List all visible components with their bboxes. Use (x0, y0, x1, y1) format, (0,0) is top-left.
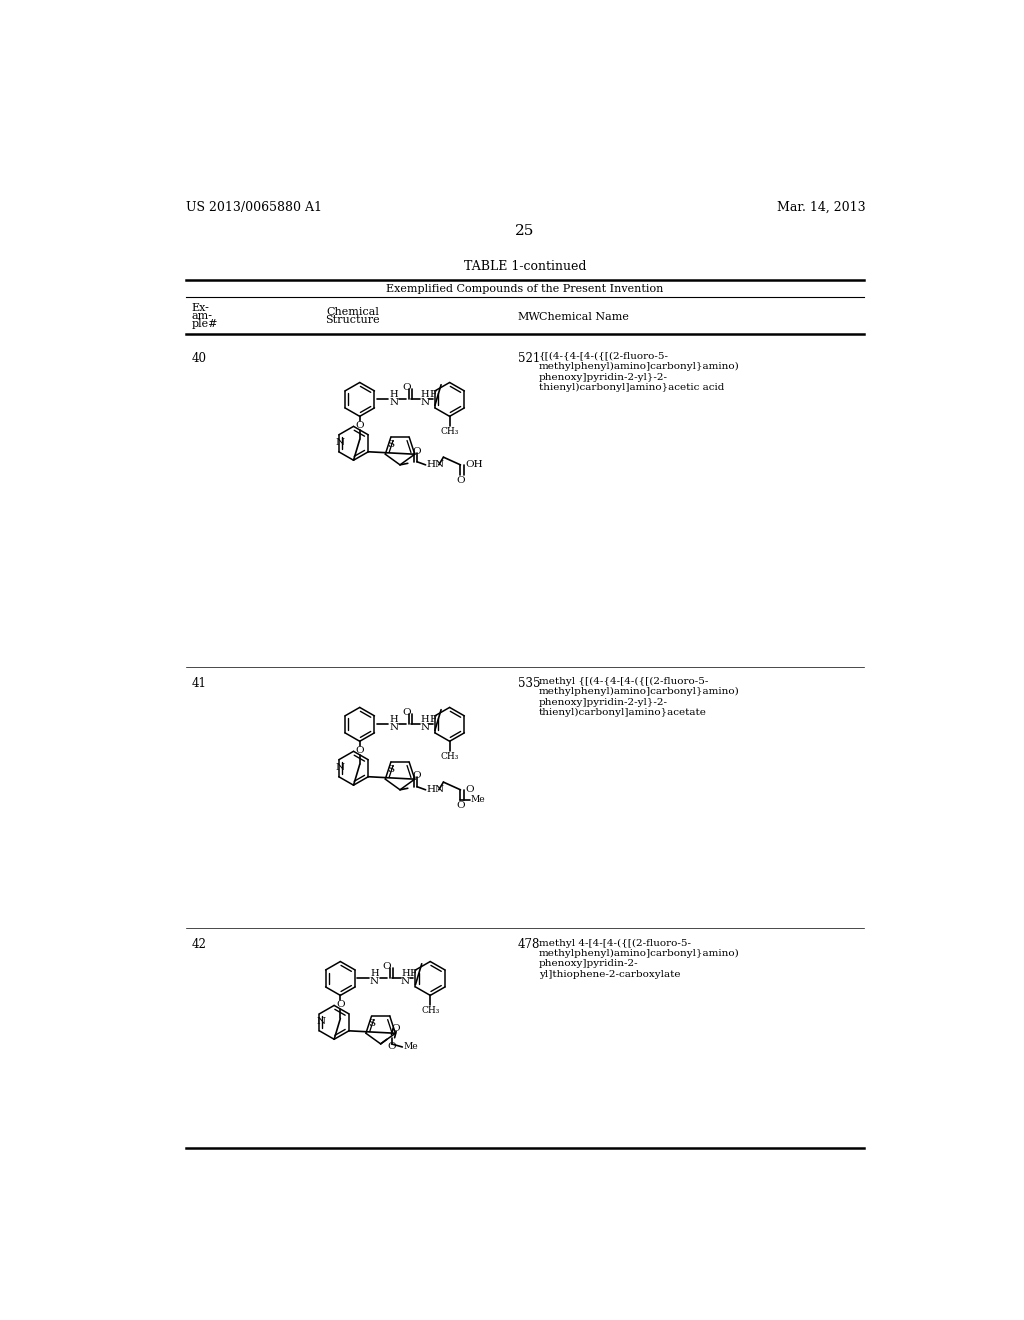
Text: CH₃: CH₃ (440, 752, 459, 762)
Text: am-: am- (191, 312, 213, 321)
Text: HN: HN (426, 785, 444, 795)
Text: Chemical Name: Chemical Name (539, 313, 629, 322)
Text: 40: 40 (191, 351, 207, 364)
Text: O: O (401, 383, 411, 392)
Text: N: N (336, 763, 345, 772)
Text: CH₃: CH₃ (421, 1006, 439, 1015)
Text: N: N (316, 1018, 326, 1026)
Text: N: N (336, 438, 345, 447)
Text: O: O (392, 1024, 400, 1034)
Text: H: H (389, 715, 398, 725)
Text: O: O (355, 421, 365, 430)
Text: H: H (370, 969, 379, 978)
Text: N: N (420, 399, 429, 407)
Text: Structure: Structure (326, 315, 380, 326)
Text: 478: 478 (518, 939, 541, 952)
Text: S: S (387, 766, 394, 774)
Text: ple#: ple# (191, 318, 218, 329)
Text: O: O (465, 785, 474, 795)
Text: O: O (456, 801, 465, 810)
Text: O: O (456, 477, 465, 486)
Text: N: N (400, 977, 410, 986)
Text: O: O (336, 1001, 345, 1008)
Text: N: N (389, 399, 398, 407)
Text: 41: 41 (191, 677, 207, 689)
Text: Me: Me (403, 1043, 419, 1052)
Text: O: O (387, 1043, 396, 1052)
Text: Ex-: Ex- (191, 304, 210, 313)
Text: O: O (413, 771, 422, 780)
Text: N: N (420, 723, 429, 731)
Text: H: H (401, 969, 410, 978)
Text: Mar. 14, 2013: Mar. 14, 2013 (777, 201, 866, 214)
Text: Chemical: Chemical (327, 308, 379, 317)
Text: 25: 25 (515, 224, 535, 238)
Text: S: S (368, 1019, 375, 1028)
Text: H: H (421, 391, 429, 399)
Text: methyl {[(4-{4-[4-({[(2-fluoro-5-
methylphenyl)amino]carbonyl}amino)
phenoxy]pyr: methyl {[(4-{4-[4-({[(2-fluoro-5- methyl… (539, 677, 739, 717)
Text: H: H (389, 391, 398, 399)
Text: N: N (389, 723, 398, 731)
Text: 42: 42 (191, 939, 207, 952)
Text: O: O (383, 962, 391, 970)
Text: O: O (413, 446, 422, 455)
Text: Me: Me (471, 796, 485, 804)
Text: US 2013/0065880 A1: US 2013/0065880 A1 (186, 201, 323, 214)
Text: CH₃: CH₃ (440, 428, 459, 436)
Text: 535: 535 (518, 677, 541, 689)
Text: Exemplified Compounds of the Present Invention: Exemplified Compounds of the Present Inv… (386, 284, 664, 294)
Text: methyl 4-[4-[4-({[(2-fluoro-5-
methylphenyl)amino]carbonyl}amino)
phenoxy]pyridi: methyl 4-[4-[4-({[(2-fluoro-5- methylphe… (539, 939, 739, 979)
Text: H: H (421, 715, 429, 725)
Text: O: O (355, 746, 365, 755)
Text: S: S (387, 440, 394, 449)
Text: O: O (401, 708, 411, 717)
Text: MW: MW (518, 313, 541, 322)
Text: 521: 521 (518, 351, 540, 364)
Text: OH: OH (465, 461, 482, 470)
Text: F: F (429, 391, 436, 400)
Text: TABLE 1-continued: TABLE 1-continued (464, 260, 586, 273)
Text: {[(4-{4-[4-({[(2-fluoro-5-
methylphenyl)amino]carbonyl}amino)
phenoxy]pyridin-2-: {[(4-{4-[4-({[(2-fluoro-5- methylphenyl)… (539, 351, 739, 392)
Text: F: F (429, 715, 436, 725)
Text: N: N (370, 977, 379, 986)
Text: HN: HN (426, 461, 444, 470)
Text: F: F (410, 969, 417, 978)
